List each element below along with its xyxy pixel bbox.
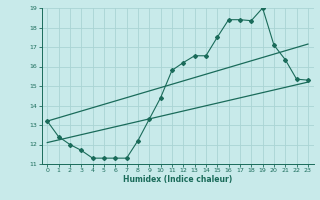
X-axis label: Humidex (Indice chaleur): Humidex (Indice chaleur) [123,175,232,184]
